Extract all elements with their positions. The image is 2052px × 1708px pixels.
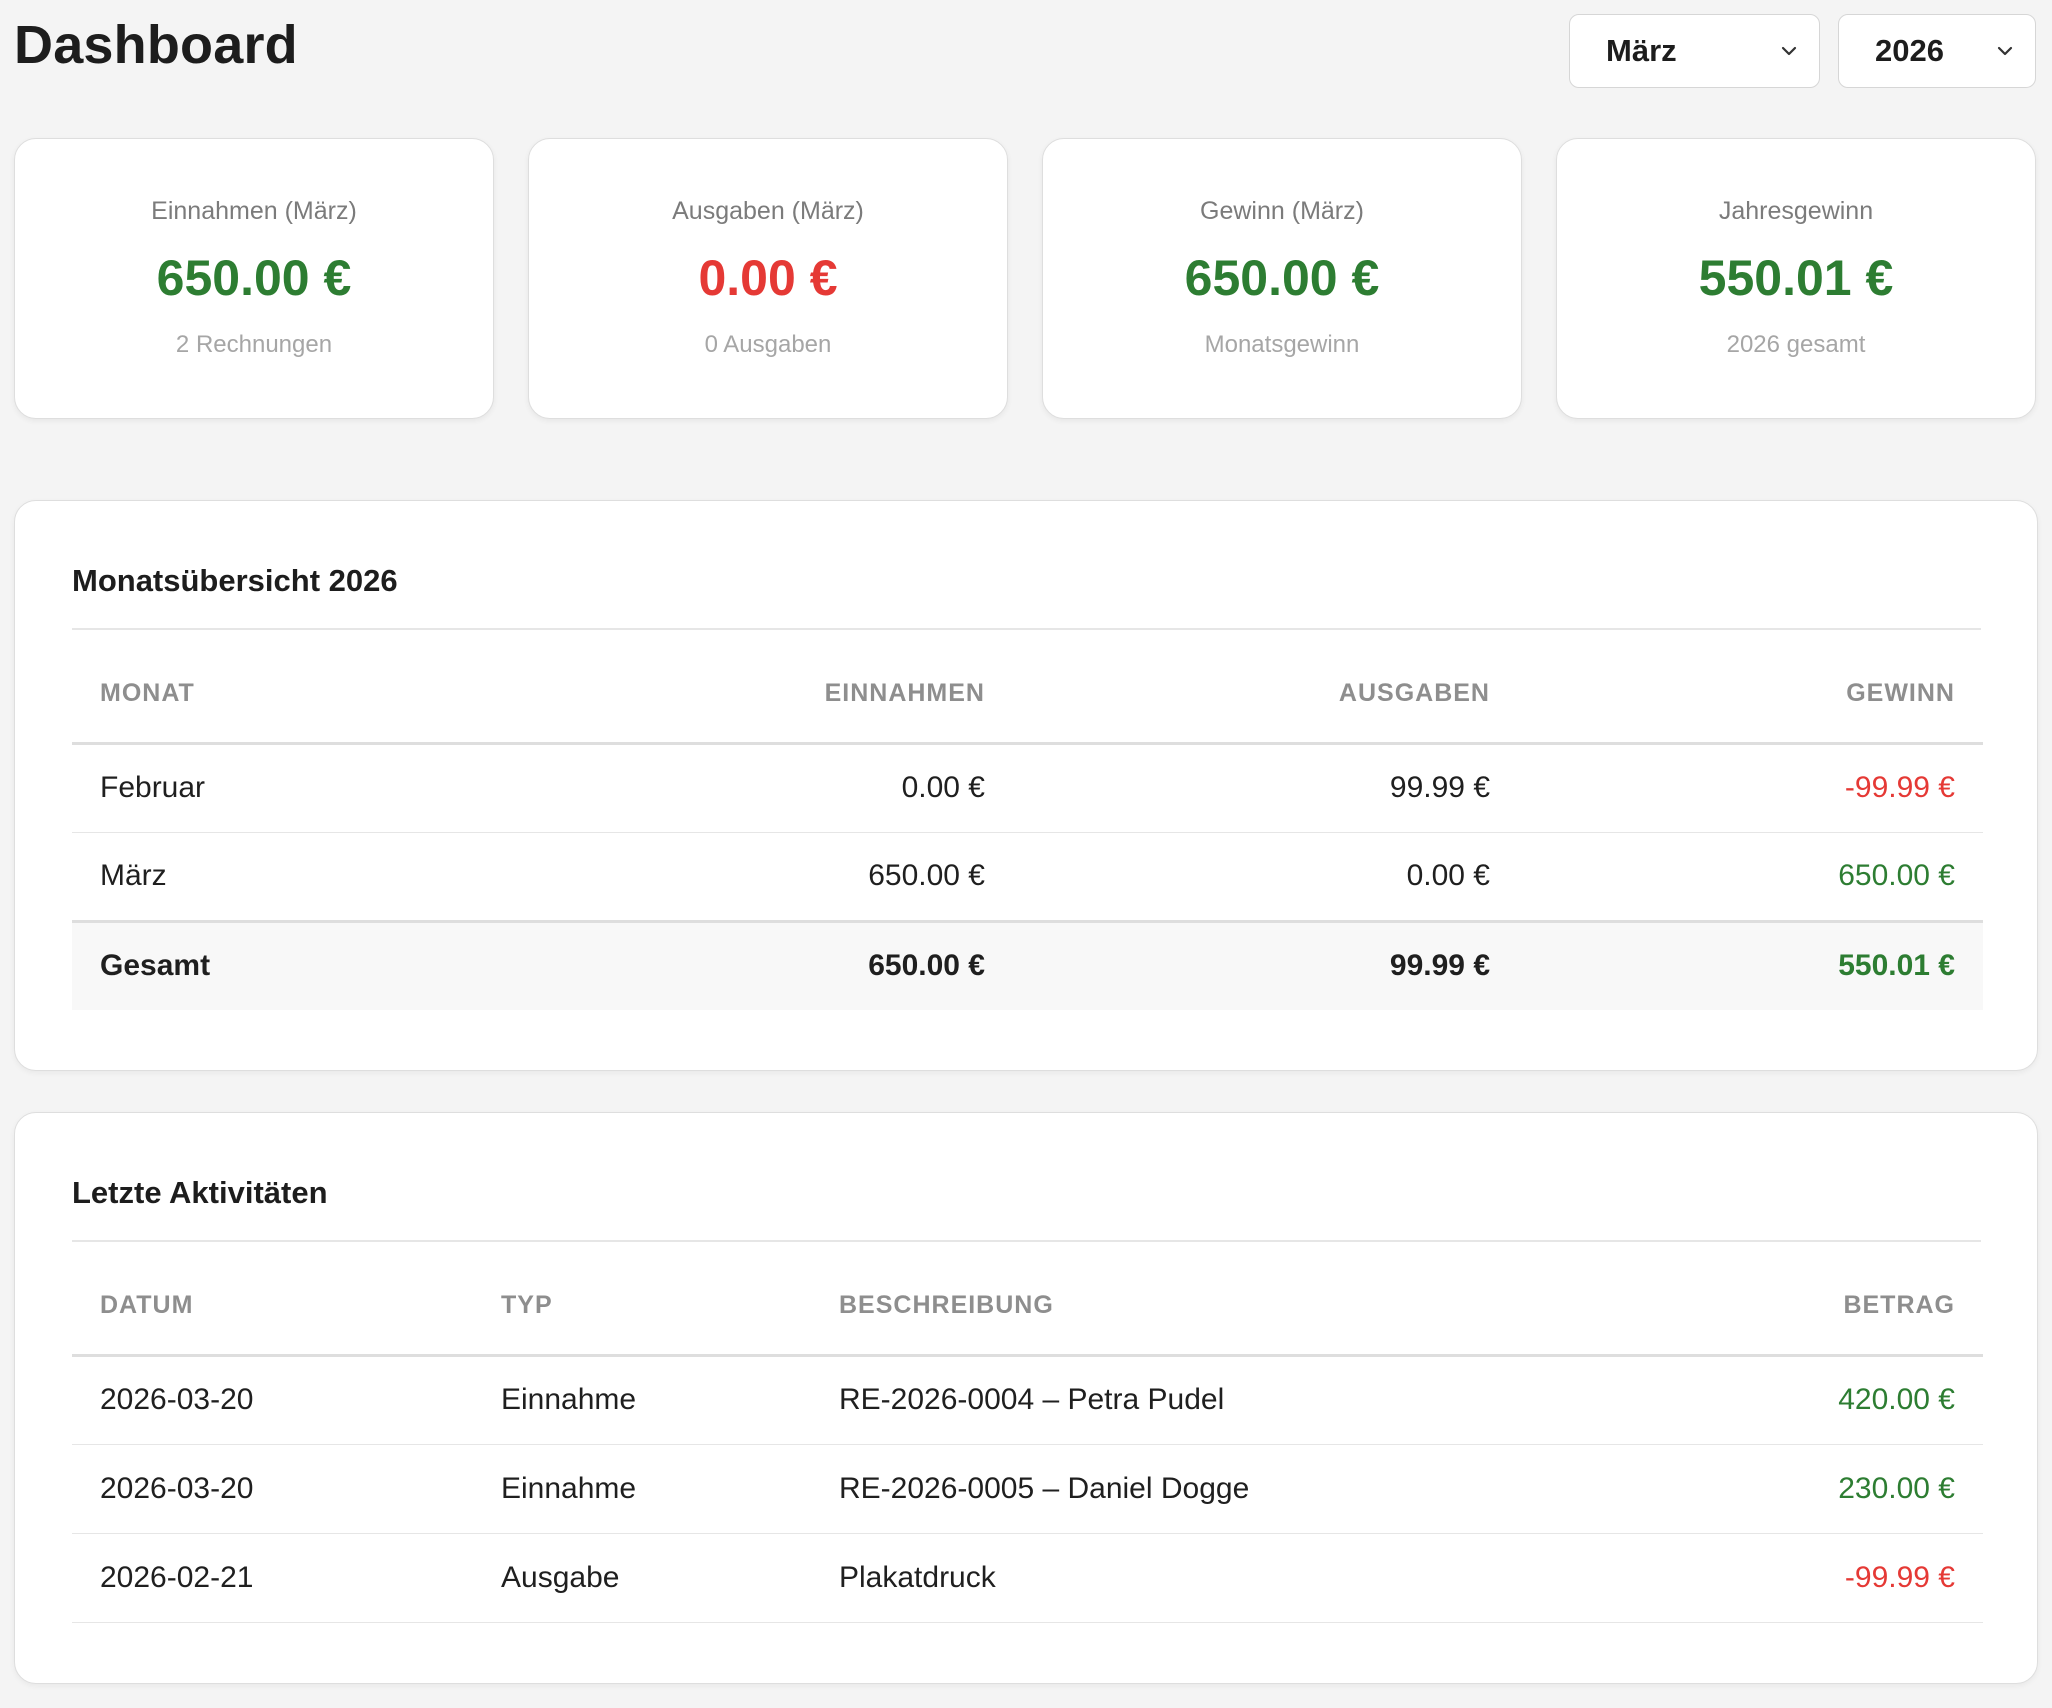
cell-description: RE-2026-0005 – Daniel Dogge [811,1444,1711,1534]
recent-activity-panel: Letzte Aktivitäten DATUM TYP BESCHREIBUN… [14,1112,2038,1684]
stat-card-annual-profit: Jahresgewinn 550.01 € 2026 gesamt [1556,138,2036,419]
cell-month: März [72,832,493,922]
column-header-month: MONAT [72,646,493,745]
cell-date: 2026-02-21 [72,1533,473,1623]
panel-title: Monatsübersicht 2026 [72,563,398,598]
stat-label: Einnahmen (März) [151,197,357,225]
chevron-down-icon [1781,46,1797,56]
column-header-expenses: AUSGABEN [1013,646,1518,745]
month-select[interactable]: März [1569,14,1820,88]
column-header-income: EINNAHMEN [493,646,1013,745]
table-header-row: DATUM TYP BESCHREIBUNG BETRAG [72,1258,1983,1357]
cell-month: Februar [72,743,493,833]
stat-subtext: 0 Ausgaben [704,331,832,358]
page-title: Dashboard [14,15,298,75]
monthly-overview-panel: Monatsübersicht 2026 MONAT EINNAHMEN AUS… [14,500,2038,1071]
stat-subtext: 2026 gesamt [1726,331,1866,358]
stat-label: Gewinn (März) [1200,197,1364,225]
divider [72,1240,1981,1242]
column-header-amount: BETRAG [1711,1258,1983,1357]
stat-value: 650.00 € [1184,250,1380,306]
column-header-profit: GEWINN [1518,646,1983,745]
cell-total-profit: 550.01 € [1518,919,1983,1010]
column-header-date: DATUM [72,1258,473,1357]
cell-type: Einnahme [473,1444,811,1534]
cell-total-label: Gesamt [72,919,493,1010]
column-header-description: BESCHREIBUNG [811,1258,1711,1357]
cell-profit: 650.00 € [1518,832,1983,922]
column-header-type: TYP [473,1258,811,1357]
cell-expenses: 99.99 € [1013,743,1518,833]
stat-value: 0.00 € [698,250,838,306]
table-row: Februar 0.00 € 99.99 € -99.99 € [72,743,1983,833]
panel-title: Letzte Aktivitäten [72,1175,328,1210]
stat-value: 650.00 € [156,250,352,306]
table-row: 2026-02-21 Ausgabe Plakatdruck -99.99 € [72,1533,1983,1623]
cell-date: 2026-03-20 [72,1444,473,1534]
cell-type: Einnahme [473,1355,811,1445]
cell-total-expenses: 99.99 € [1013,919,1518,1010]
cell-amount: 230.00 € [1711,1444,1983,1534]
cell-date: 2026-03-20 [72,1355,473,1445]
monthly-table: MONAT EINNAHMEN AUSGABEN GEWINN Februar … [72,646,1983,1010]
table-row: 2026-03-20 Einnahme RE-2026-0004 – Petra… [72,1355,1983,1445]
stat-label: Jahresgewinn [1718,197,1874,225]
cell-amount: -99.99 € [1711,1533,1983,1623]
divider [72,628,1981,630]
table-header-row: MONAT EINNAHMEN AUSGABEN GEWINN [72,646,1983,745]
stat-value: 550.01 € [1698,250,1894,306]
cell-income: 650.00 € [493,832,1013,922]
cell-description: RE-2026-0004 – Petra Pudel [811,1355,1711,1445]
stat-label: Ausgaben (März) [672,197,864,225]
cell-type: Ausgabe [473,1533,811,1623]
cell-description: Plakatdruck [811,1533,1711,1623]
cell-income: 0.00 € [493,743,1013,833]
table-row: 2026-03-20 Einnahme RE-2026-0005 – Danie… [72,1444,1983,1534]
table-row: März 650.00 € 0.00 € 650.00 € [72,832,1983,922]
total-row: Gesamt 650.00 € 99.99 € 550.01 € [72,919,1983,1010]
stat-card-profit: Gewinn (März) 650.00 € Monatsgewinn [1042,138,1522,419]
activity-table: DATUM TYP BESCHREIBUNG BETRAG 2026-03-20… [72,1258,1983,1623]
cell-total-income: 650.00 € [493,919,1013,1010]
cell-amount: 420.00 € [1711,1355,1983,1445]
chevron-down-icon [1997,46,2013,56]
stat-subtext: Monatsgewinn [1204,331,1360,358]
month-select-value: März [1606,33,1677,68]
cell-expenses: 0.00 € [1013,832,1518,922]
year-select[interactable]: 2026 [1838,14,2036,88]
year-select-value: 2026 [1875,33,1944,68]
stat-subtext: 2 Rechnungen [175,331,333,358]
stat-card-income: Einnahmen (März) 650.00 € 2 Rechnungen [14,138,494,419]
stat-card-expenses: Ausgaben (März) 0.00 € 0 Ausgaben [528,138,1008,419]
cell-profit: -99.99 € [1518,743,1983,833]
